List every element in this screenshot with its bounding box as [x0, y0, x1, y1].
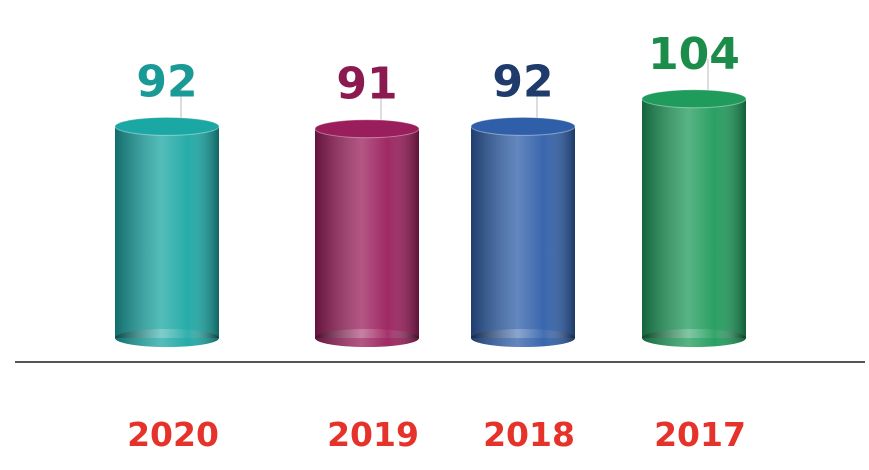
cylinder-top — [314, 119, 420, 139]
x-tick-label: 2018 — [483, 415, 575, 454]
cylinder-bottom-shade — [115, 329, 219, 347]
bar-shade — [471, 126, 575, 339]
cylinder-bottom-shade — [642, 329, 746, 347]
cylinder-top — [470, 116, 576, 136]
cylinder-top — [641, 89, 747, 109]
value-label: 91 — [336, 59, 397, 110]
cylinder-bottom-shade — [471, 329, 575, 347]
x-tick-label: 2017 — [654, 415, 746, 454]
bar-shade — [115, 126, 219, 339]
value-label: 92 — [492, 56, 553, 107]
x-tick-label: 2019 — [327, 415, 419, 454]
bar-shade — [315, 128, 419, 338]
value-label: 104 — [648, 29, 740, 80]
bar-shade — [642, 98, 746, 338]
cylinder-top — [114, 116, 220, 136]
value-label: 92 — [136, 56, 197, 107]
cylinder-bottom-shade — [315, 329, 419, 347]
x-tick-label: 2020 — [127, 415, 219, 454]
